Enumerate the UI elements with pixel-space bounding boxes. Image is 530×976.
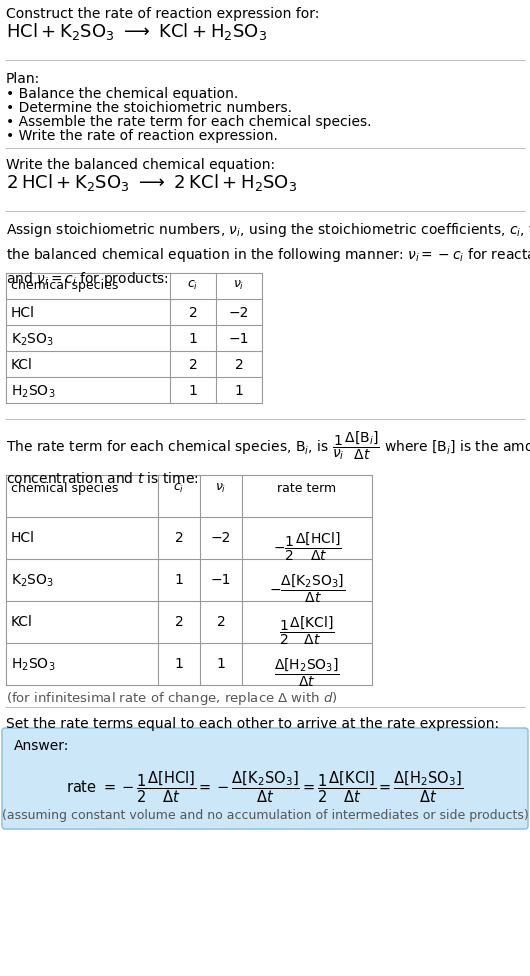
Text: Set the rate terms equal to each other to arrive at the rate expression:: Set the rate terms equal to each other t… [6, 717, 499, 731]
Text: $c_i$: $c_i$ [173, 482, 184, 495]
Text: HCl + K$_2$SO$_3$  ⟶  KCl + H$_2$SO$_3$: HCl + K$_2$SO$_3$ ⟶ KCl + H$_2$SO$_3$ [6, 21, 267, 42]
Text: Construct the rate of reaction expression for:: Construct the rate of reaction expressio… [6, 7, 320, 21]
Text: −1: −1 [211, 573, 231, 587]
Text: K$_2$SO$_3$: K$_2$SO$_3$ [11, 332, 54, 348]
Text: HCl: HCl [11, 306, 35, 320]
FancyBboxPatch shape [2, 728, 528, 829]
Text: $c_i$: $c_i$ [188, 279, 199, 292]
Text: rate $= -\dfrac{1}{2}\dfrac{\Delta[\mathrm{HCl}]}{\Delta t} = -\dfrac{\Delta[\ma: rate $= -\dfrac{1}{2}\dfrac{\Delta[\math… [66, 769, 464, 804]
Text: chemical species: chemical species [11, 279, 118, 292]
Text: Assign stoichiometric numbers, $\nu_i$, using the stoichiometric coefficients, $: Assign stoichiometric numbers, $\nu_i$, … [6, 221, 530, 288]
Text: 2: 2 [174, 531, 183, 545]
Text: (assuming constant volume and no accumulation of intermediates or side products): (assuming constant volume and no accumul… [2, 809, 528, 822]
Text: • Assemble the rate term for each chemical species.: • Assemble the rate term for each chemic… [6, 115, 372, 129]
Text: 2 HCl + K$_2$SO$_3$  ⟶  2 KCl + H$_2$SO$_3$: 2 HCl + K$_2$SO$_3$ ⟶ 2 KCl + H$_2$SO$_3… [6, 172, 297, 193]
Text: H$_2$SO$_3$: H$_2$SO$_3$ [11, 384, 56, 400]
Text: 1: 1 [174, 573, 183, 587]
Text: K$_2$SO$_3$: K$_2$SO$_3$ [11, 573, 54, 590]
Text: −1: −1 [229, 332, 249, 346]
Text: $\dfrac{1}{2}\dfrac{\Delta[\mathrm{KCl}]}{\Delta t}$: $\dfrac{1}{2}\dfrac{\Delta[\mathrm{KCl}]… [279, 615, 335, 647]
Text: • Write the rate of reaction expression.: • Write the rate of reaction expression. [6, 129, 278, 143]
Text: 2: 2 [174, 615, 183, 629]
Text: 2: 2 [189, 358, 197, 372]
Text: Answer:: Answer: [14, 739, 69, 753]
Text: $\dfrac{\Delta[\mathrm{H_2SO_3}]}{\Delta t}$: $\dfrac{\Delta[\mathrm{H_2SO_3}]}{\Delta… [274, 657, 340, 689]
Text: rate term: rate term [277, 482, 337, 495]
Text: • Balance the chemical equation.: • Balance the chemical equation. [6, 87, 238, 101]
Text: Plan:: Plan: [6, 72, 40, 86]
Text: 2: 2 [235, 358, 243, 372]
Text: 2: 2 [217, 615, 225, 629]
Text: 1: 1 [189, 384, 198, 398]
Text: $-\dfrac{\Delta[\mathrm{K_2SO_3}]}{\Delta t}$: $-\dfrac{\Delta[\mathrm{K_2SO_3}]}{\Delt… [269, 573, 345, 605]
Text: KCl: KCl [11, 358, 33, 372]
Text: H$_2$SO$_3$: H$_2$SO$_3$ [11, 657, 56, 673]
Text: HCl: HCl [11, 531, 35, 545]
Text: KCl: KCl [11, 615, 33, 629]
Text: chemical species: chemical species [11, 482, 118, 495]
Text: −2: −2 [229, 306, 249, 320]
Text: 2: 2 [189, 306, 197, 320]
Text: $\nu_i$: $\nu_i$ [233, 279, 245, 292]
Text: The rate term for each chemical species, B$_i$, is $\dfrac{1}{\nu_i}\dfrac{\Delt: The rate term for each chemical species,… [6, 429, 530, 486]
Text: −2: −2 [211, 531, 231, 545]
Text: Write the balanced chemical equation:: Write the balanced chemical equation: [6, 158, 275, 172]
Text: (for infinitesimal rate of change, replace Δ with $d$): (for infinitesimal rate of change, repla… [6, 690, 338, 707]
Text: $\nu_i$: $\nu_i$ [215, 482, 227, 495]
Text: 1: 1 [235, 384, 243, 398]
Text: • Determine the stoichiometric numbers.: • Determine the stoichiometric numbers. [6, 101, 292, 115]
Text: 1: 1 [174, 657, 183, 671]
Text: 1: 1 [217, 657, 225, 671]
Text: $-\dfrac{1}{2}\dfrac{\Delta[\mathrm{HCl}]}{\Delta t}$: $-\dfrac{1}{2}\dfrac{\Delta[\mathrm{HCl}… [273, 531, 341, 563]
Text: 1: 1 [189, 332, 198, 346]
